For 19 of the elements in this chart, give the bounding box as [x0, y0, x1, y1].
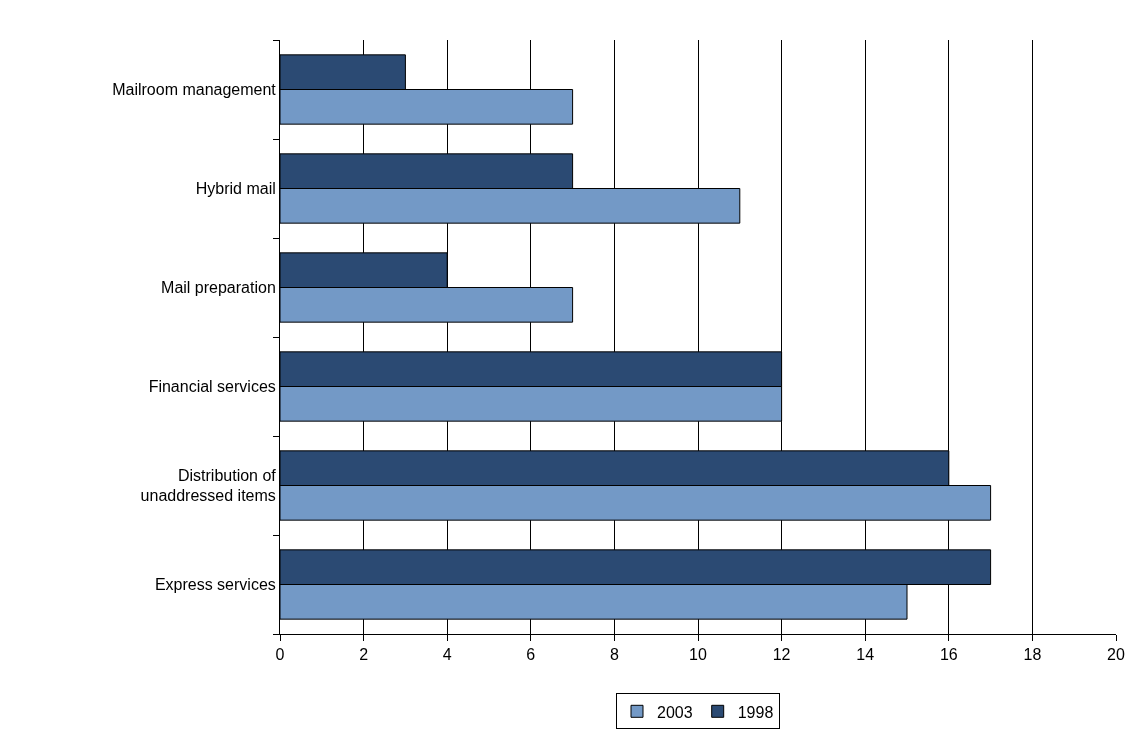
x-tick-label: 6 [526, 646, 536, 664]
legend-label: 1998 [737, 703, 774, 721]
y-tick-label: Mail preparation [161, 279, 276, 297]
y-tick-label: Financial services [148, 378, 276, 396]
x-tick-label: 14 [856, 646, 875, 664]
x-tick-label: 20 [1107, 646, 1125, 664]
x-tick-label: 16 [939, 646, 958, 664]
x-tick-label: 4 [442, 646, 452, 664]
x-tick-label: 0 [275, 646, 285, 664]
x-tick-label: 18 [1023, 646, 1042, 664]
y-tick-label: Mailroom management [112, 81, 277, 99]
legend-label: 2003 [657, 703, 693, 721]
x-tick-label: 8 [609, 646, 619, 664]
y-tick-label: Express services [154, 576, 276, 594]
x-tick-label: 12 [772, 646, 791, 664]
y-tick-label: Hybrid mail [195, 180, 276, 198]
y-tick-label: Distribution of unaddressed items [140, 466, 277, 505]
x-tick-label: 2 [359, 646, 369, 664]
x-tick-label: 10 [689, 646, 707, 664]
